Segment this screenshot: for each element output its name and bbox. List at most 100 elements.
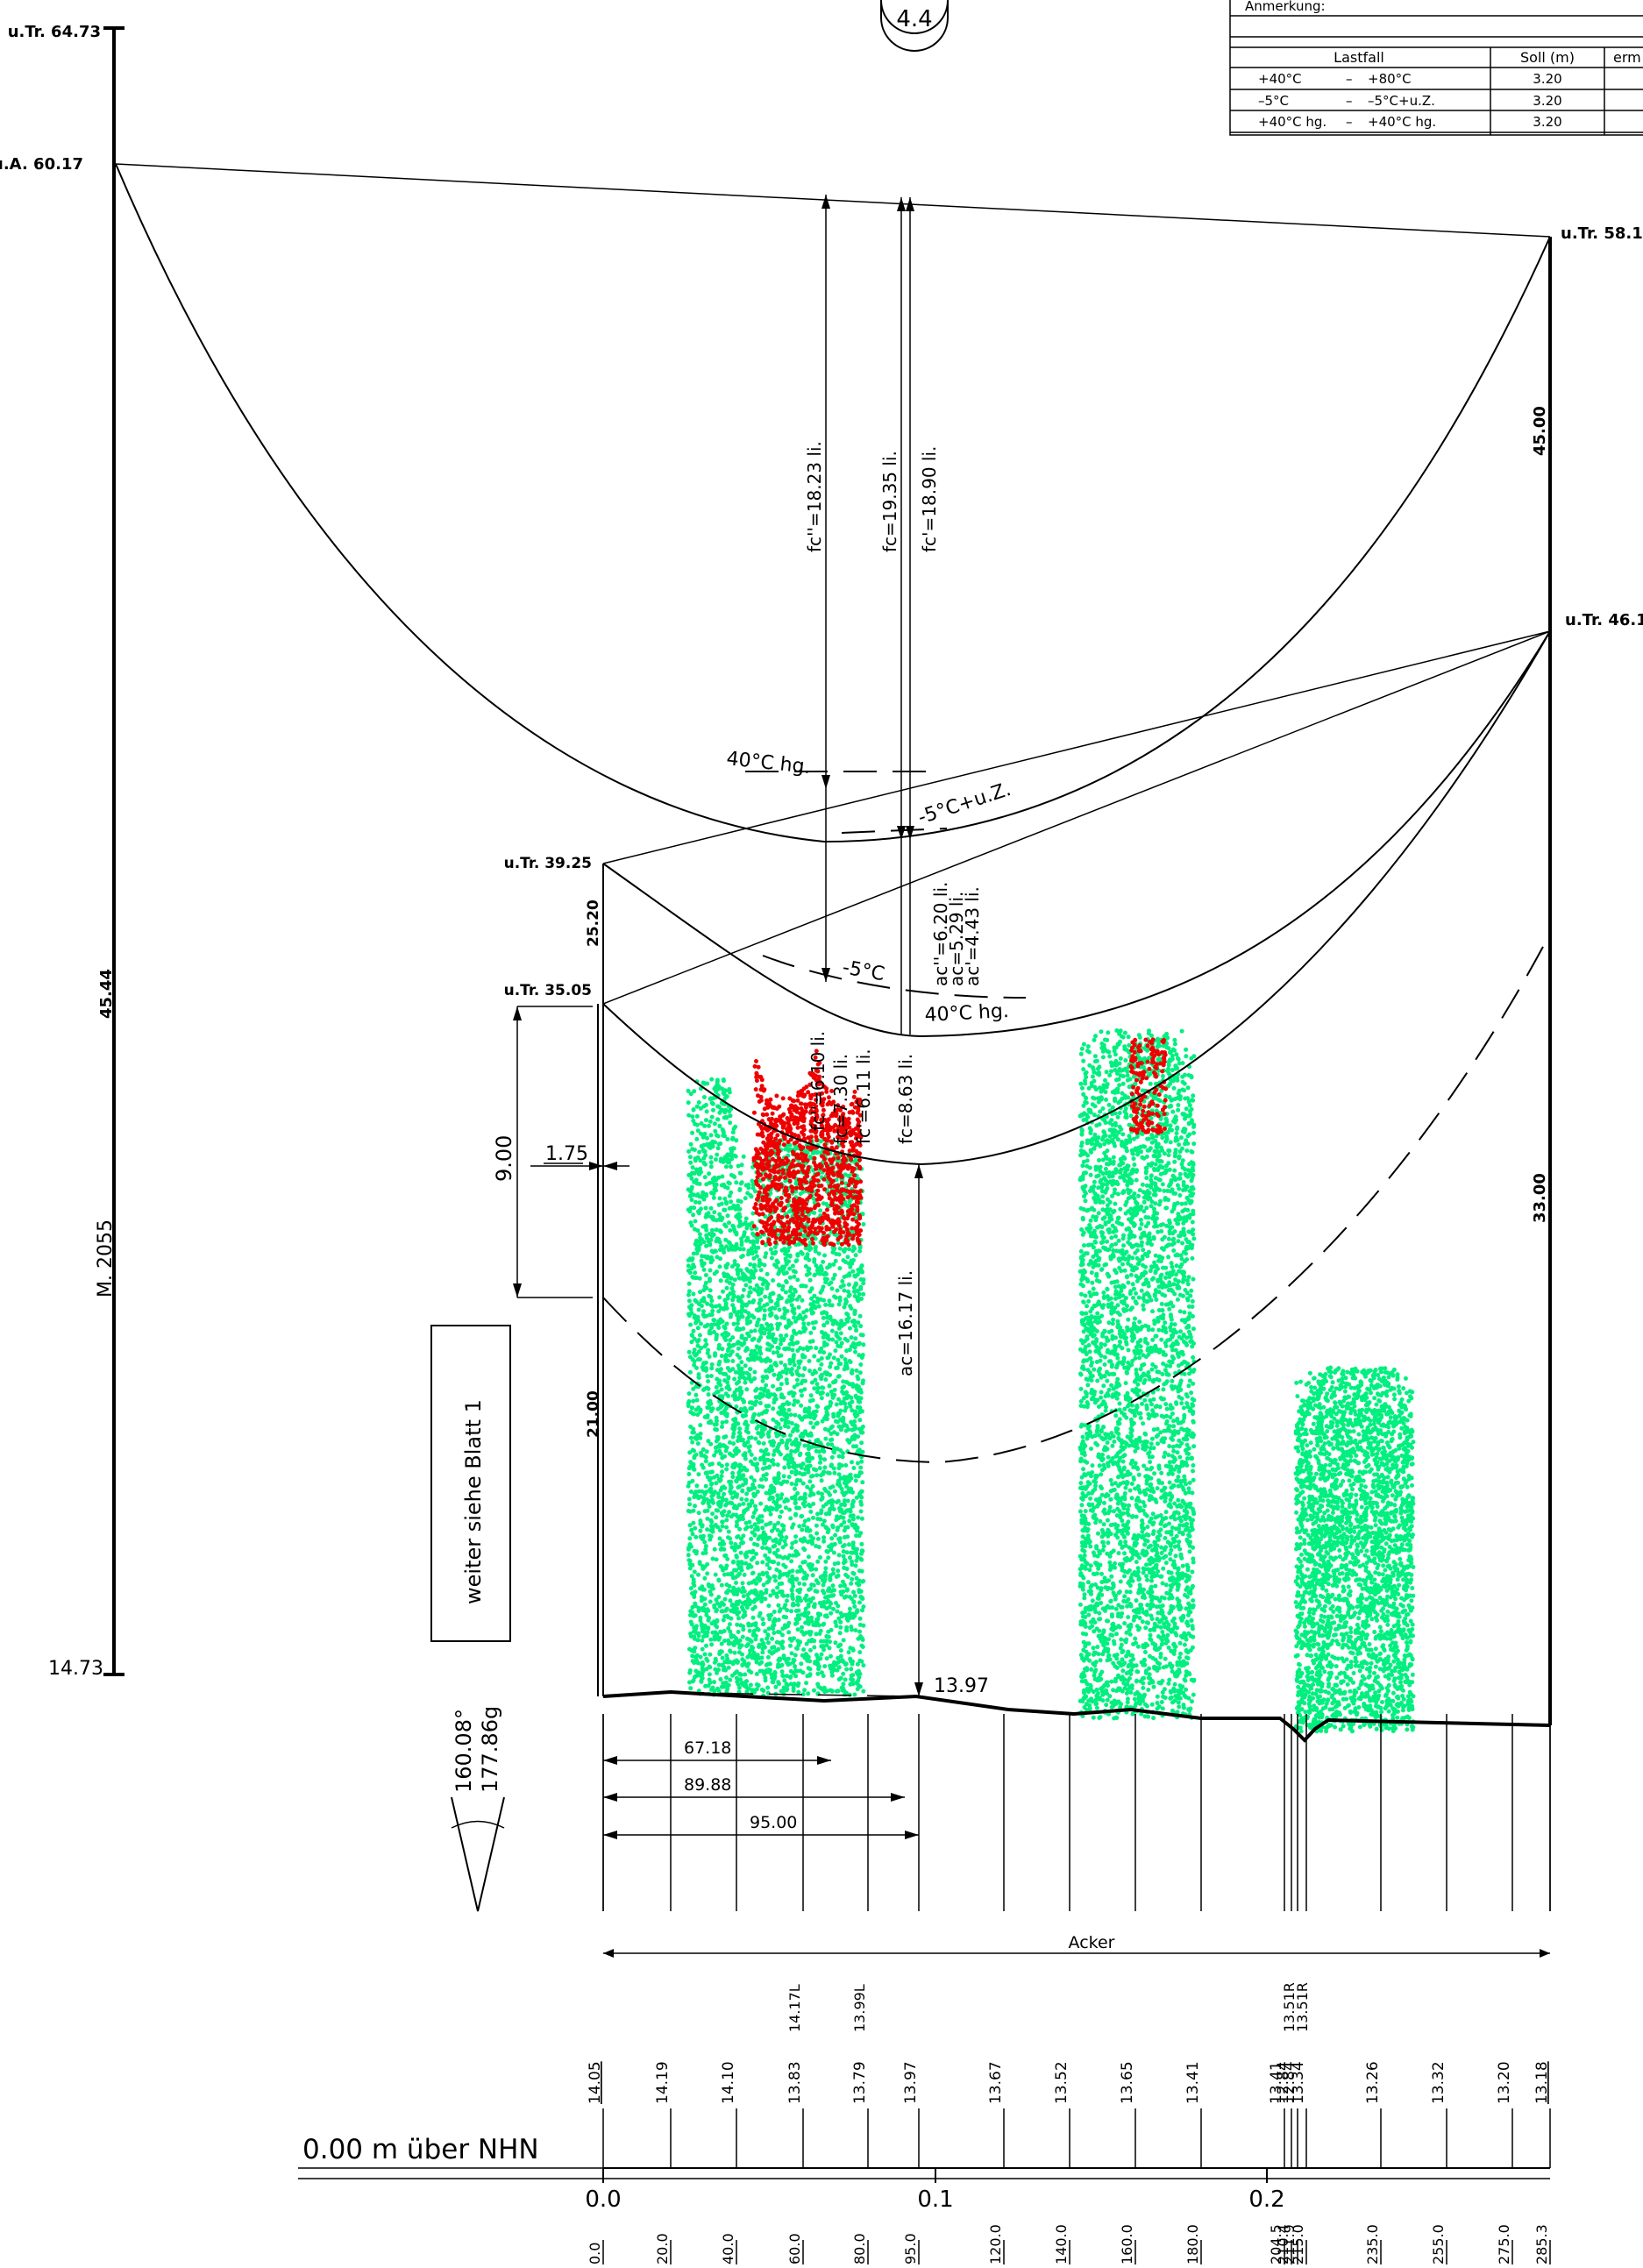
- side-height-value: 13.51R: [1281, 1982, 1298, 2032]
- station-value: 235.0: [1364, 2224, 1381, 2264]
- station-value: 20.0: [654, 2233, 671, 2264]
- label-hg-lower: 40°C hg.: [924, 1000, 1009, 1027]
- row3-from: +40°C hg.: [1258, 114, 1326, 130]
- station-value: 211.9: [1281, 2224, 1298, 2264]
- ground-height-value: 13.65: [1119, 2061, 1136, 2104]
- label-left-top: u.Tr. 64.73: [8, 23, 101, 41]
- label-fc1-low: fc'=6.11 li.: [853, 1049, 874, 1144]
- ground-height-value: 14.05: [587, 2061, 604, 2104]
- ground-profile: [602, 1689, 1551, 1743]
- dim-left-offset: 1.75: [545, 1143, 588, 1165]
- km-ticks: 0.0 0.1 0.2: [585, 2168, 1285, 2213]
- ground-height-value: 13.41: [1268, 2061, 1285, 2104]
- station-value: 80.0: [851, 2233, 868, 2264]
- km-tick-label: 0.0: [585, 2186, 621, 2213]
- station-lines: [602, 1714, 1551, 1911]
- label-fc-low: fc=7.30 li.: [830, 1054, 851, 1144]
- ground-height-value: 13.18: [1533, 2061, 1551, 2104]
- land-use-label: Acker: [1069, 1933, 1115, 1952]
- row3-sep: –: [1346, 114, 1353, 130]
- ground-height-value: 14.19: [654, 2061, 672, 2104]
- ground-line: [602, 1689, 1551, 1743]
- land-use-band: Acker: [603, 1933, 1550, 1958]
- angle-symbol: 160.08° 177.86g: [451, 1706, 505, 1912]
- station-value: 140.0: [1053, 2224, 1070, 2264]
- sheet-number: 4.4: [896, 6, 932, 32]
- upper-catenary: [115, 163, 1551, 843]
- note-box: weiter siehe Blatt 1: [430, 1325, 511, 1642]
- station-value: 215.0: [1290, 2224, 1306, 2264]
- dim-right-lower: 33.00: [1531, 1173, 1549, 1223]
- table-header-lastfall: Lastfall: [1334, 49, 1384, 66]
- ground-height-value: 13.26: [1364, 2061, 1382, 2104]
- towers: [103, 26, 1552, 1725]
- row3-to: +40°C hg.: [1368, 114, 1436, 130]
- ground-height-value: 12.84: [1275, 2061, 1292, 2104]
- dim-mid-upper: 25.20: [585, 899, 602, 947]
- label-fc-mid: fc=8.63 li.: [895, 1054, 916, 1144]
- ground-point-label: 13.97: [934, 1675, 989, 1697]
- dim-mid-lower: 21.00: [585, 1390, 602, 1438]
- station-value: 160.0: [1119, 2224, 1135, 2264]
- label-left-height: 45.44: [97, 969, 116, 1019]
- row3-soll: 3.20: [1533, 114, 1561, 130]
- label-right-top: u.Tr. 58.18: [1561, 224, 1643, 243]
- station-value: 60.0: [786, 2233, 803, 2264]
- label-left-mast: M. 2055: [95, 1219, 117, 1298]
- ground-height-value: 13.67: [987, 2061, 1005, 2104]
- label-right-lower: u.Tr. 46.18: [1565, 611, 1643, 629]
- angle-gon: 177.86g: [478, 1706, 502, 1793]
- row2-from: –5°C: [1258, 93, 1289, 109]
- side-height-value: 13.99L: [851, 1984, 868, 2032]
- station-value: 95.0: [902, 2233, 919, 2264]
- ground-height-value: 13.34: [1290, 2061, 1307, 2104]
- ground-height-value: 13.83: [786, 2061, 804, 2104]
- load-case-table: Anmerkung: Lastfall Soll (m) erm +40°C –…: [1229, 0, 1643, 136]
- row2-to: –5°C+u.Z.: [1368, 93, 1435, 109]
- angle-deg: 160.08°: [452, 1709, 476, 1793]
- distance-3: 95.00: [750, 1813, 797, 1832]
- table-header-soll: Soll (m): [1520, 49, 1575, 66]
- note-box-text: weiter siehe Blatt 1: [461, 1399, 486, 1604]
- ground-height-value: 13.41: [1184, 2061, 1202, 2104]
- label-ac-low: ac=16.17 li.: [895, 1270, 916, 1376]
- chord-lower: [602, 630, 1551, 1005]
- label-mid-upper: u.Tr. 39.25: [504, 855, 592, 872]
- datum-label: 0.00 m über NHN: [302, 2134, 539, 2165]
- label-ice: -5°C+u.Z.: [915, 779, 1014, 829]
- table-header-erm: erm: [1613, 49, 1641, 66]
- side-height-value: 14.17L: [786, 1984, 803, 2032]
- km-tick-label: 0.2: [1248, 2186, 1284, 2213]
- label-ac1: ac'=4.43 li.: [962, 886, 983, 986]
- ground-height-value: 13.97: [902, 2061, 920, 2104]
- left-elevation-labels: u.Tr. 64.73 u.A. 60.17 14.73 45.44 M. 20…: [0, 23, 117, 1680]
- label-cold: -5°C: [841, 956, 886, 985]
- station-value: 180.0: [1184, 2224, 1201, 2264]
- label-fc1-main: fc'=18.90 li.: [919, 446, 940, 552]
- label-left-attach: u.A. 60.17: [0, 155, 83, 174]
- stationing-band: 0.00 m über NHN 0.0 0.1 0.2 14.05 14.19 14.1…: [298, 1982, 1551, 2264]
- row2-sep: –: [1346, 93, 1353, 109]
- label-fc2-low: fc''=6.10 li.: [807, 1031, 829, 1131]
- ground-height-labels: 14.05 14.19 14.10 13.83 13.79 13.97 13.67 13.52…: [587, 2061, 1551, 2168]
- middle-catenary: [602, 630, 1551, 1038]
- side-height-value: 13.51R: [1294, 1982, 1311, 2032]
- row1-sep: –: [1346, 71, 1353, 87]
- chord-mid: [602, 630, 1551, 864]
- label-ac2: ac''=6.20 li.: [930, 882, 951, 986]
- km-tick-label: 0.1: [917, 2186, 953, 2213]
- middle-mast-labels: u.Tr. 39.25 u.Tr. 35.05 25.20 21.00 9.00…: [492, 855, 629, 1438]
- station-value: 204.5: [1268, 2224, 1284, 2264]
- sag-value-labels: fc''=18.23 li. fc=19.35 li. fc'=18.90 li…: [804, 441, 983, 1376]
- sheet-number-badge: 4.4: [880, 0, 949, 52]
- conductor-curves: [115, 163, 1551, 1464]
- ground-height-value: 13.79: [851, 2061, 869, 2104]
- sag-dimensions: [822, 195, 923, 1696]
- row1-to: +80°C: [1368, 71, 1412, 87]
- label-fc-main: fc=19.35 li.: [879, 451, 900, 552]
- ground-height-value: 12.84: [1281, 2061, 1298, 2104]
- station-value: 255.0: [1430, 2224, 1447, 2264]
